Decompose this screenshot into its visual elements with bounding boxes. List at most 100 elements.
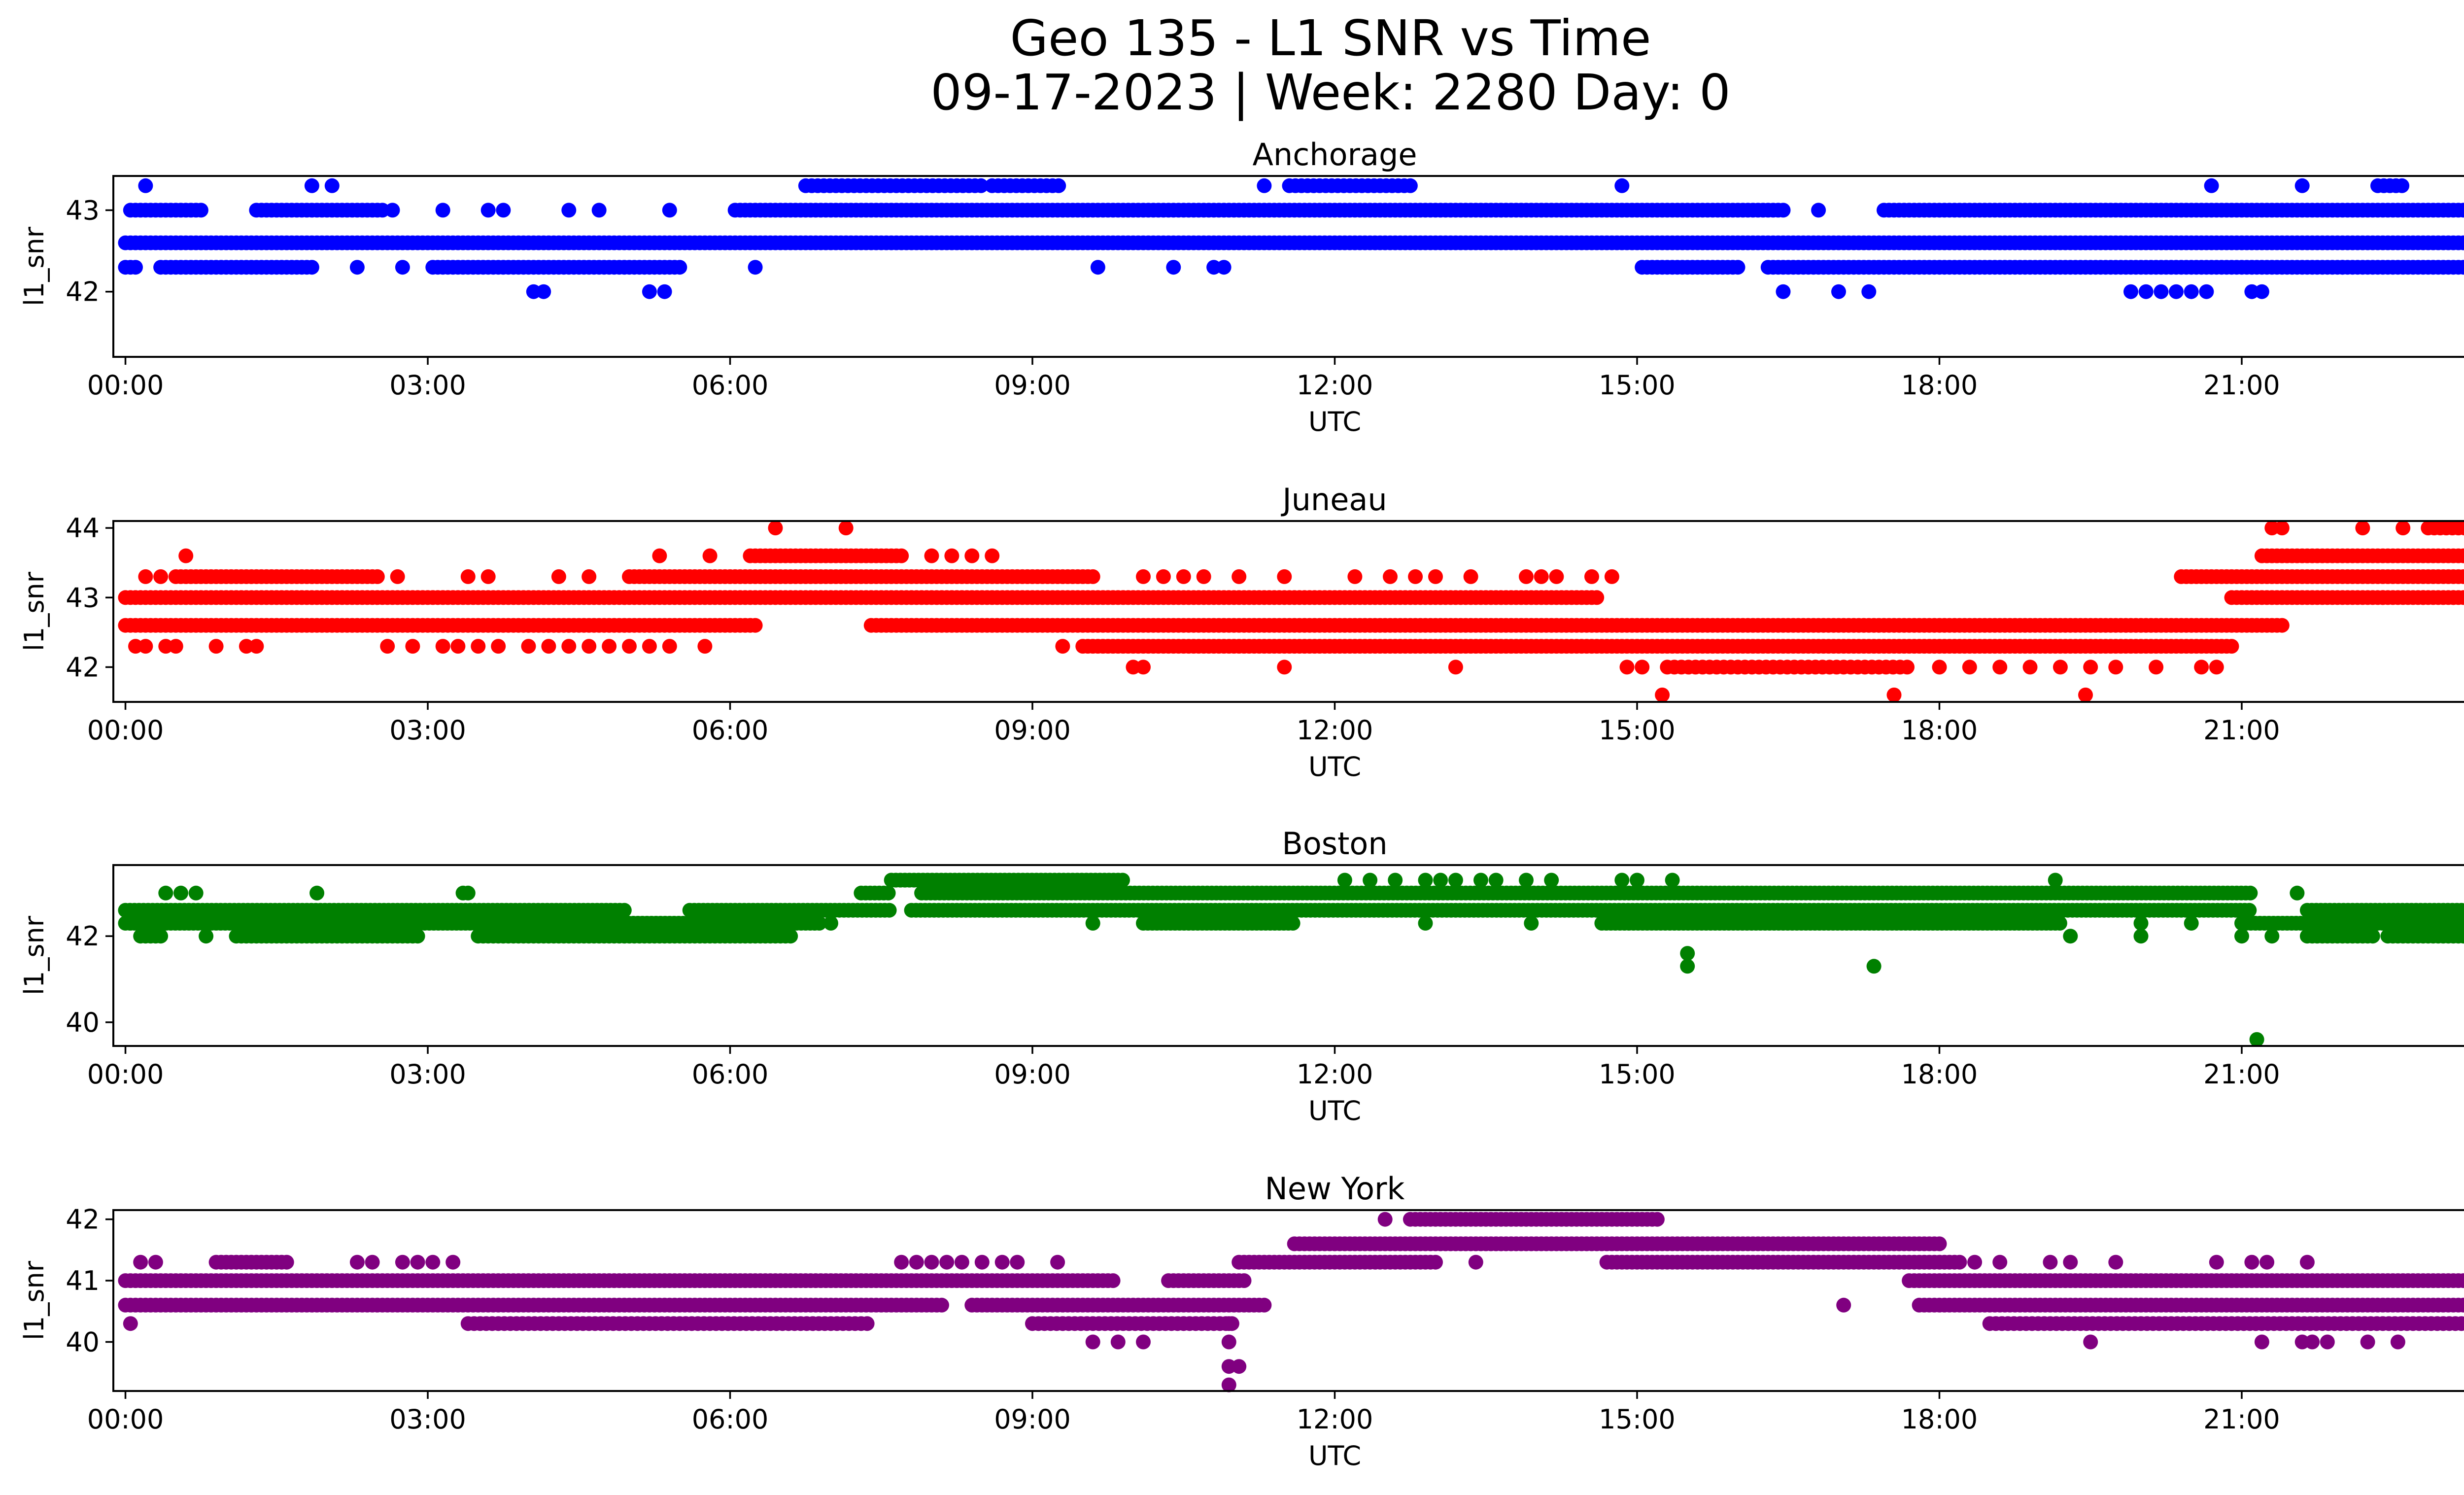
data-point — [1126, 660, 1141, 675]
data-point — [128, 260, 143, 275]
data-point — [324, 178, 340, 193]
data-point — [2456, 929, 2464, 944]
data-point — [2461, 570, 2464, 583]
data-point — [1206, 260, 1222, 275]
data-point — [642, 284, 657, 299]
y-tick-label: 44 — [66, 513, 100, 544]
data-point — [123, 916, 138, 931]
data-point — [405, 639, 420, 654]
x-axis-label: UTC — [1308, 751, 1361, 782]
figure-title-line-1: Geo 135 - L1 SNR vs Time — [1010, 9, 1651, 67]
data-point — [2184, 916, 2199, 931]
data-point — [1383, 569, 1398, 584]
y-tick-label: 40 — [66, 1007, 100, 1038]
data-point — [2149, 660, 2164, 675]
data-point — [2461, 1299, 2464, 1311]
data-point — [582, 569, 597, 584]
subplot-title: Boston — [1282, 826, 1387, 862]
x-tick-label: 18:00 — [1901, 715, 1978, 746]
data-point — [375, 203, 390, 218]
data-point — [1619, 660, 1635, 675]
data-point — [642, 639, 657, 654]
data-point — [2083, 660, 2098, 675]
data-point — [1428, 569, 1443, 584]
data-point — [2169, 284, 2184, 299]
data-point — [561, 639, 577, 654]
data-point — [1549, 569, 1564, 584]
data-point — [2133, 916, 2149, 931]
data-point — [1232, 569, 1247, 584]
data-point — [1584, 569, 1599, 584]
scatter-series — [118, 872, 2464, 1047]
x-tick-label: 06:00 — [692, 1059, 769, 1090]
data-point — [1811, 203, 1826, 218]
y-tick-label: 42 — [66, 921, 100, 952]
data-point — [1900, 660, 1915, 675]
data-point — [435, 203, 450, 218]
figure-title-line-2: 09-17-2023 | Week: 2280 Day: 0 — [930, 64, 1730, 121]
data-point — [395, 260, 410, 275]
data-point — [985, 548, 1000, 563]
data-point — [1473, 872, 1488, 888]
data-point — [2138, 284, 2154, 299]
data-point — [208, 639, 224, 654]
data-point — [2355, 521, 2370, 536]
data-point — [1866, 959, 1882, 974]
data-point — [2456, 548, 2464, 563]
data-point — [2022, 660, 2038, 675]
data-point — [380, 639, 395, 654]
data-point — [838, 521, 854, 536]
data-point — [138, 639, 153, 654]
subplot-title: New York — [1265, 1171, 1405, 1207]
y-axis-label: l1_snr — [19, 226, 50, 306]
data-point — [158, 885, 173, 901]
data-point — [602, 639, 617, 654]
x-tick-label: 06:00 — [692, 715, 769, 746]
data-point — [2234, 929, 2249, 944]
data-point — [1418, 916, 1433, 931]
data-point — [964, 548, 980, 563]
y-tick-label: 43 — [66, 582, 100, 613]
data-point — [881, 885, 896, 901]
x-tick-label: 12:00 — [1297, 715, 1373, 746]
x-tick-label: 12:00 — [1297, 370, 1373, 401]
data-point — [2204, 178, 2219, 193]
data-point — [460, 885, 476, 901]
data-point — [1932, 660, 1947, 675]
data-point — [1962, 660, 1977, 675]
data-point — [1156, 569, 1171, 584]
data-point — [748, 618, 763, 633]
data-point — [1992, 660, 2008, 675]
data-point — [2264, 521, 2280, 536]
data-point — [2133, 929, 2149, 944]
data-point — [1630, 872, 1644, 888]
data-point — [138, 178, 153, 193]
data-point — [2053, 660, 2068, 675]
data-point — [153, 569, 169, 584]
data-point — [435, 639, 450, 654]
data-point — [521, 639, 536, 654]
data-point — [2243, 885, 2258, 901]
data-point — [2461, 261, 2464, 274]
data-point — [697, 639, 713, 654]
data-point — [2456, 203, 2464, 218]
data-point — [1347, 569, 1363, 584]
data-point — [2048, 872, 2063, 888]
data-point — [1055, 639, 1070, 654]
data-point — [173, 885, 188, 901]
data-point — [2209, 660, 2224, 675]
data-point — [859, 1316, 875, 1331]
data-point — [2461, 930, 2464, 942]
data-point — [138, 569, 153, 584]
data-point — [1408, 569, 1423, 584]
data-point — [158, 639, 173, 654]
data-point — [1448, 872, 1463, 888]
data-point — [1614, 178, 1630, 193]
data-point — [622, 639, 637, 654]
y-tick-label: 43 — [66, 195, 100, 226]
data-point — [783, 929, 798, 944]
data-point — [2446, 590, 2461, 605]
